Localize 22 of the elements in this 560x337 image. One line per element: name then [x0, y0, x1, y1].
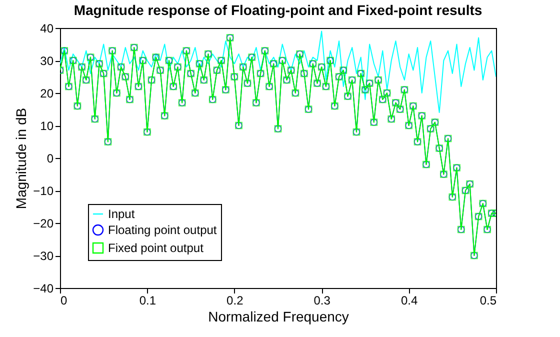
x-tick-label: 0.2 [226, 294, 244, 308]
chart-title: Magnitude response of Floating-point and Fixed-point results [74, 2, 482, 18]
x-axis-title: Normalized Frequency [208, 308, 349, 324]
y-tick-label: −20 [33, 216, 54, 230]
x-tick-label: 0.1 [139, 294, 156, 308]
legend-label: Floating point output [108, 223, 218, 237]
y-tick-label: 20 [40, 86, 54, 100]
line-series [60, 30, 496, 113]
x-tick-label: 0.5 [480, 294, 497, 308]
x-tick-label: 0.4 [400, 294, 418, 308]
y-tick-label: 0 [46, 152, 54, 166]
y-tick-label: −10 [33, 184, 54, 198]
y-axis-title: Magnitude in dB [13, 108, 30, 210]
y-tick-label: 40 [40, 22, 54, 36]
y-tick-label: 30 [40, 54, 54, 68]
y-tick-label: −30 [33, 249, 54, 263]
legend-label: Input [108, 207, 136, 221]
legend-label: Fixed point output [108, 241, 204, 255]
x-tick-label: 0 [60, 294, 68, 308]
y-tick-label: 10 [40, 119, 54, 133]
x-tick-label: 0.3 [314, 294, 331, 308]
y-tick-label: −40 [33, 282, 54, 296]
